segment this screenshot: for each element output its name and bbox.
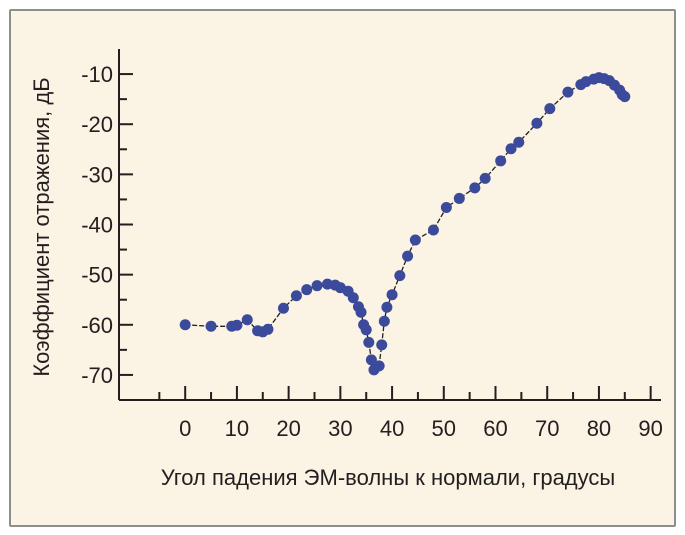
data-point	[378, 315, 390, 327]
data-point	[231, 319, 243, 331]
data-point	[453, 192, 465, 204]
axes	[118, 49, 661, 401]
y-tick-label: -20	[81, 112, 113, 137]
data-point	[205, 320, 217, 332]
data-point	[365, 354, 377, 366]
y-tick-label: -30	[81, 162, 113, 187]
data-point	[440, 201, 452, 213]
x-tick-label: 30	[328, 416, 352, 441]
x-tick-label: 10	[225, 416, 249, 441]
data-point	[386, 289, 398, 301]
data-point	[402, 250, 414, 262]
data-point	[513, 136, 525, 148]
x-tick-label: 40	[380, 416, 404, 441]
data-point	[469, 182, 481, 194]
data-point	[301, 284, 313, 296]
data-points	[179, 72, 631, 376]
data-point	[360, 324, 372, 336]
data-point	[381, 301, 393, 313]
data-point	[544, 103, 556, 115]
data-point	[505, 143, 517, 155]
data-point	[363, 336, 375, 348]
tick-labels: -10 -20 -30 -40 -50 -60 -70 0 10 20 30 40 50 60 70 80 90	[81, 62, 663, 441]
data-point	[179, 319, 191, 331]
data-point	[290, 290, 302, 302]
x-tick-label: 50	[432, 416, 456, 441]
data-point	[531, 117, 543, 129]
data-point	[495, 155, 507, 167]
y-tick-label: -50	[81, 263, 113, 288]
data-point	[376, 339, 388, 351]
data-point	[394, 270, 406, 282]
data-point	[479, 172, 491, 184]
data-point	[262, 323, 274, 335]
data-point	[347, 292, 359, 304]
x-axis-title: Угол падения ЭМ-волны к нормали, градусы	[161, 465, 615, 490]
data-point	[409, 234, 421, 246]
y-tick-label: -10	[81, 62, 113, 87]
ticks	[119, 73, 652, 400]
x-tick-label: 20	[276, 416, 300, 441]
y-tick-label: -60	[81, 313, 113, 338]
data-point	[277, 302, 289, 314]
chart-frame: -10 -20 -30 -40 -50 -60 -70 0 10 20 30 40 50 60 70 80 90…	[9, 9, 676, 527]
y-tick-label: -70	[81, 363, 113, 388]
x-tick-label: 70	[535, 416, 559, 441]
y-tick-label: -40	[81, 213, 113, 238]
data-point	[311, 280, 323, 292]
x-tick-label: 90	[638, 416, 662, 441]
series-line	[185, 76, 626, 372]
data-point	[355, 306, 367, 318]
x-tick-label: 0	[179, 416, 191, 441]
data-point	[562, 86, 574, 98]
data-point	[241, 314, 253, 326]
x-tick-label: 60	[483, 416, 507, 441]
data-point	[373, 360, 385, 372]
y-axis-title: Коэффициент отражения, дБ	[29, 77, 54, 376]
data-point	[427, 224, 439, 236]
x-tick-label: 80	[587, 416, 611, 441]
data-point	[619, 91, 631, 103]
chart-svg: -10 -20 -30 -40 -50 -60 -70 0 10 20 30 40 50 60 70 80 90…	[29, 49, 663, 490]
